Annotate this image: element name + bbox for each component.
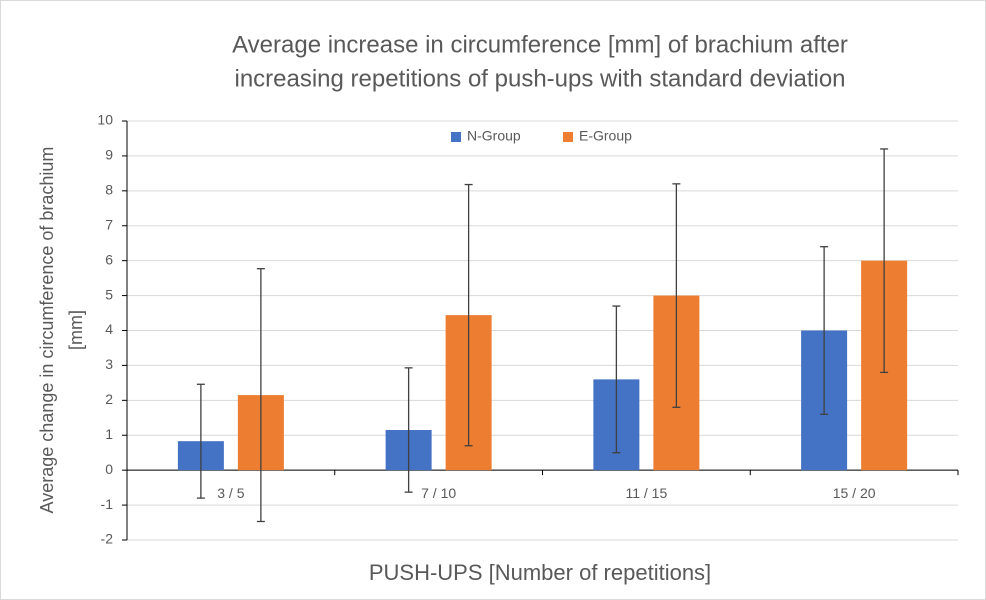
y-tick-label: -1 — [101, 496, 114, 512]
y-tick-label: 1 — [105, 426, 113, 442]
error-bar — [404, 367, 413, 493]
error-bar — [464, 183, 473, 447]
y-axis-label: Average change in circumference of brach… — [37, 147, 57, 514]
y-tick-label: 6 — [105, 251, 113, 267]
y-tick-label: 2 — [105, 391, 113, 407]
y-tick-label: 5 — [105, 286, 113, 302]
y-tick-label: 7 — [105, 216, 113, 232]
y-tick-label: 0 — [105, 461, 113, 477]
legend-swatch — [563, 132, 573, 142]
x-tick-label: 3 / 5 — [217, 485, 244, 501]
chart-title: increasing repetitions of push-ups with … — [234, 65, 845, 92]
y-axis-label: [mm] — [66, 310, 86, 350]
x-axis-label: PUSH-UPS [Number of repetitions] — [369, 560, 711, 585]
error-bar — [672, 183, 681, 408]
x-tick-label: 11 / 15 — [625, 485, 667, 501]
y-tick-label: 3 — [105, 356, 113, 372]
x-tick-label: 7 / 10 — [421, 485, 456, 501]
y-tick-label: -2 — [101, 531, 114, 547]
y-tick-label: 10 — [97, 112, 113, 128]
error-bar — [256, 268, 265, 523]
error-bar — [612, 305, 621, 454]
error-bar — [820, 246, 829, 415]
chart-title: Average increase in circumference [mm] o… — [232, 31, 848, 58]
y-tick-label: 8 — [105, 182, 113, 198]
error-bar — [880, 148, 889, 374]
legend-label: E-Group — [579, 128, 632, 144]
legend-swatch — [451, 132, 461, 142]
legend-label: N-Group — [467, 128, 521, 144]
y-tick-label: 9 — [105, 147, 113, 163]
y-tick-label: 4 — [105, 321, 113, 337]
x-tick-label: 15 / 20 — [833, 485, 876, 501]
error-bar — [196, 383, 205, 499]
